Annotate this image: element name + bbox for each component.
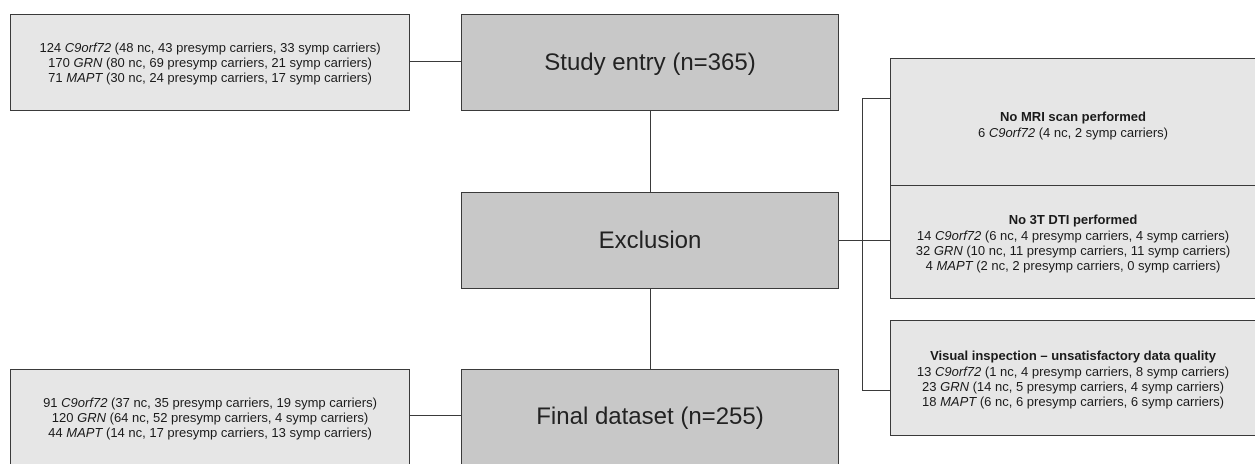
final-line-c9orf72: 91 C9orf72 (37 nc, 35 presymp carriers, … [43, 394, 377, 410]
study-entry-box: Study entry (n=365) [461, 14, 839, 111]
final-dataset-cohort-box: 91 C9orf72 (37 nc, 35 presymp carriers, … [10, 369, 410, 464]
study-entry-label: Study entry (n=365) [544, 48, 756, 76]
connector-branch-to-visual-inspection [862, 390, 890, 391]
final-line-mapt: 44 MAPT (14 nc, 17 presymp carriers, 13 … [48, 424, 372, 440]
exclusion-box: Exclusion [461, 192, 839, 289]
final-line-grn: 120 GRN (64 nc, 52 presymp carriers, 4 s… [51, 409, 369, 425]
exclusion-label: Exclusion [598, 226, 702, 254]
study-entry-cohort-box: 124 C9orf72 (48 nc, 43 presymp carriers,… [10, 14, 410, 111]
connector-exclusion-to-branch [839, 240, 862, 241]
exclusion-no-mri-title: No MRI scan performed [1000, 108, 1146, 124]
exclusion-visual-inspection-title: Visual inspection – unsatisfactory data … [930, 347, 1216, 363]
exclusion-no-3t-dti-box: No 3T DTI performed 14 C9orf72 (6 nc, 4 … [890, 185, 1255, 299]
exclusion-visual-inspection-box: Visual inspection – unsatisfactory data … [890, 320, 1255, 436]
connector-final-cohort-to-final [410, 415, 461, 416]
cohort-line-mapt: 71 MAPT (30 nc, 24 presymp carriers, 17 … [48, 70, 372, 85]
exclusion-no-mri-box: No MRI scan performed 6 C9orf72 (4 nc, 2… [890, 58, 1255, 190]
final-dataset-label: Final dataset (n=255) [536, 403, 764, 430]
connector-branch-to-no-mri [862, 98, 890, 99]
final-dataset-box: Final dataset (n=255) [461, 369, 839, 464]
exclusion-no-mri-line-c9orf72: 6 C9orf72 (4 nc, 2 symp carriers) [977, 124, 1169, 140]
exclusion-visual-inspection-line-c9orf72: 13 C9orf72 (1 nc, 4 presymp carriers, 8 … [916, 363, 1230, 379]
connector-branch-to-no-3t-dti [862, 240, 890, 241]
cohort-line-c9orf72: 124 C9orf72 (48 nc, 43 presymp carriers,… [39, 40, 381, 55]
exclusion-visual-inspection-line-mapt: 18 MAPT (6 nc, 6 presymp carriers, 6 sym… [921, 393, 1224, 409]
exclusion-no-3t-dti-line-mapt: 4 MAPT (2 nc, 2 presymp carriers, 0 symp… [925, 257, 1221, 273]
connector-branch-vertical [862, 98, 863, 390]
connector-cohort-to-study-entry [410, 61, 461, 62]
connector-study-entry-to-exclusion [650, 111, 651, 192]
cohort-line-grn: 170 GRN (80 nc, 69 presymp carriers, 21 … [48, 55, 372, 70]
connector-exclusion-to-final [650, 289, 651, 369]
exclusion-no-3t-dti-line-grn: 32 GRN (10 nc, 11 presymp carriers, 11 s… [915, 242, 1231, 258]
exclusion-no-3t-dti-line-c9orf72: 14 C9orf72 (6 nc, 4 presymp carriers, 4 … [916, 227, 1230, 243]
exclusion-no-3t-dti-title: No 3T DTI performed [1008, 211, 1138, 227]
exclusion-visual-inspection-line-grn: 23 GRN (14 nc, 5 presymp carriers, 4 sym… [921, 378, 1224, 394]
